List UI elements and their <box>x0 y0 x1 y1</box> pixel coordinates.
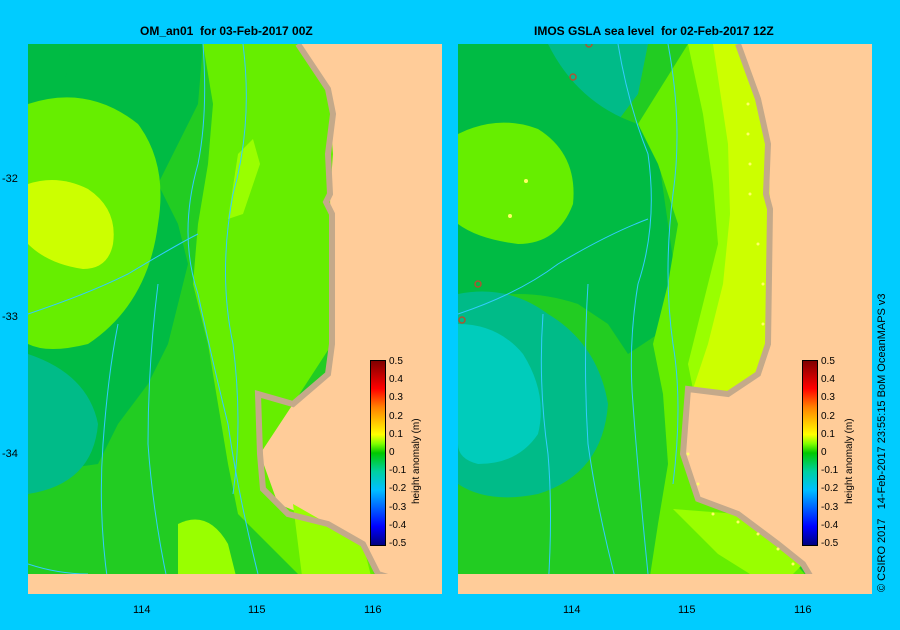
anomaly-region <box>693 44 770 394</box>
satellite-sea-level-map <box>458 44 872 594</box>
colorbar-tick: -0.2 <box>389 483 407 495</box>
coastline <box>254 44 442 594</box>
colorbar-tick: 0.2 <box>389 410 403 422</box>
coastline <box>679 44 821 591</box>
colorbar-tick: 0.4 <box>389 374 403 386</box>
colorbar <box>802 360 818 546</box>
anomaly-region <box>28 180 114 269</box>
longitude-tick: 114 <box>563 604 581 616</box>
colorbar-tick: -0.5 <box>389 538 407 549</box>
colorbar-tick: 0.3 <box>821 392 835 404</box>
colorbar-tick: 0.5 <box>389 356 403 367</box>
colorbar-tick: 0 <box>821 447 827 458</box>
model-sea-level-map <box>28 44 442 594</box>
anomaly-region <box>293 504 373 584</box>
colorbar-tick: 0.1 <box>821 428 835 440</box>
colorbar-label: height anomaly (m) <box>844 418 855 504</box>
colorbar-tick: -0.2 <box>821 483 839 495</box>
colorbar-tick: 0.4 <box>821 374 835 386</box>
colorbar-tick: 0.3 <box>389 392 403 404</box>
credit-text: © CSIRO 2017 14-Feb-2017 23:55:15 BoM Oc… <box>876 293 888 592</box>
latitude-tick: -32 <box>2 173 18 185</box>
anomaly-region <box>673 509 803 584</box>
colorbar-tick: -0.5 <box>821 538 839 549</box>
colorbar-tick: -0.1 <box>821 465 839 477</box>
anomaly-region <box>178 519 238 584</box>
colorbar <box>370 360 386 546</box>
right-panel-title: IMOS GSLA sea level for 02-Feb-2017 12Z <box>534 24 774 38</box>
colorbar-tick: -0.3 <box>389 501 407 513</box>
longitude-tick: 116 <box>364 604 382 616</box>
colorbar-tick: 0 <box>389 447 395 458</box>
longitude-tick: 115 <box>678 604 696 616</box>
longitude-tick: 115 <box>248 604 266 616</box>
latitude-tick: -34 <box>2 448 18 460</box>
left-panel-title: OM_an01 for 03-Feb-2017 00Z <box>140 24 313 38</box>
colorbar-tick: 0.5 <box>821 356 835 367</box>
longitude-tick: 116 <box>794 604 812 616</box>
anomaly-region <box>458 122 574 244</box>
anomaly-region <box>28 44 70 114</box>
anomaly-region <box>28 354 98 494</box>
anomaly-region <box>228 139 260 219</box>
colorbar-tick: -0.4 <box>389 519 407 531</box>
colorbar-tick: -0.3 <box>821 501 839 513</box>
longitude-tick: 114 <box>133 604 151 616</box>
colorbar-label: height anomaly (m) <box>411 418 422 504</box>
colorbar-tick: -0.1 <box>389 465 407 477</box>
colorbar-tick: 0.2 <box>821 410 835 422</box>
colorbar-tick: -0.4 <box>821 519 839 531</box>
latitude-tick: -33 <box>2 311 18 323</box>
colorbar-tick: 0.1 <box>389 428 403 440</box>
anomaly-region <box>458 324 541 464</box>
